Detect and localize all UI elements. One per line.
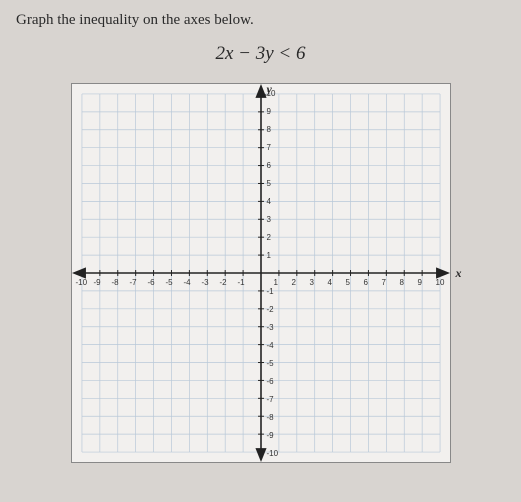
x-tick-label: -6 bbox=[148, 278, 155, 287]
y-tick-label: -7 bbox=[267, 395, 274, 404]
graph-container: -10-9-8-7-6-5-4-3-2-11234567891010987654… bbox=[16, 83, 505, 463]
y-tick-label: 5 bbox=[267, 179, 271, 188]
coordinate-plane: -10-9-8-7-6-5-4-3-2-11234567891010987654… bbox=[71, 83, 451, 463]
instruction-text: Graph the inequality on the axes below. bbox=[16, 12, 505, 29]
x-tick-label: -4 bbox=[184, 278, 191, 287]
y-tick-label: 7 bbox=[267, 143, 271, 152]
x-tick-label: 5 bbox=[346, 278, 350, 287]
x-tick-label: 7 bbox=[382, 278, 386, 287]
y-tick-label: 9 bbox=[267, 107, 271, 116]
x-tick-label: 3 bbox=[310, 278, 314, 287]
x-tick-label: 10 bbox=[436, 278, 445, 287]
y-axis-label: y bbox=[267, 82, 272, 97]
y-tick-label: -3 bbox=[267, 323, 274, 332]
x-tick-label: 9 bbox=[418, 278, 422, 287]
y-tick-label: -4 bbox=[267, 341, 274, 350]
y-tick-label: -8 bbox=[267, 413, 274, 422]
x-tick-label: 2 bbox=[292, 278, 296, 287]
x-tick-label: 6 bbox=[364, 278, 368, 287]
y-tick-label: 2 bbox=[267, 233, 271, 242]
x-tick-label: 8 bbox=[400, 278, 404, 287]
y-tick-label: -5 bbox=[267, 359, 274, 368]
x-tick-label: -10 bbox=[76, 278, 88, 287]
y-tick-label: -9 bbox=[267, 431, 274, 440]
y-tick-label: 6 bbox=[267, 161, 271, 170]
x-tick-label: -7 bbox=[130, 278, 137, 287]
y-tick-label: 1 bbox=[267, 251, 271, 260]
y-tick-label: 8 bbox=[267, 125, 271, 134]
y-tick-label: 4 bbox=[267, 197, 271, 206]
y-tick-label: 3 bbox=[267, 215, 271, 224]
x-tick-label: -2 bbox=[220, 278, 227, 287]
inequality-expression: 2x − 3y < 6 bbox=[16, 43, 505, 65]
x-tick-label: -3 bbox=[202, 278, 209, 287]
y-tick-label: -10 bbox=[267, 449, 279, 458]
y-tick-label: -2 bbox=[267, 305, 274, 314]
x-tick-label: 1 bbox=[274, 278, 278, 287]
y-tick-label: -1 bbox=[267, 287, 274, 296]
y-tick-label: -6 bbox=[267, 377, 274, 386]
grid-svg bbox=[72, 84, 450, 462]
x-tick-label: -9 bbox=[94, 278, 101, 287]
x-tick-label: 4 bbox=[328, 278, 332, 287]
x-tick-label: -8 bbox=[112, 278, 119, 287]
x-axis-label: x bbox=[456, 266, 462, 281]
x-tick-label: -1 bbox=[238, 278, 245, 287]
x-tick-label: -5 bbox=[166, 278, 173, 287]
